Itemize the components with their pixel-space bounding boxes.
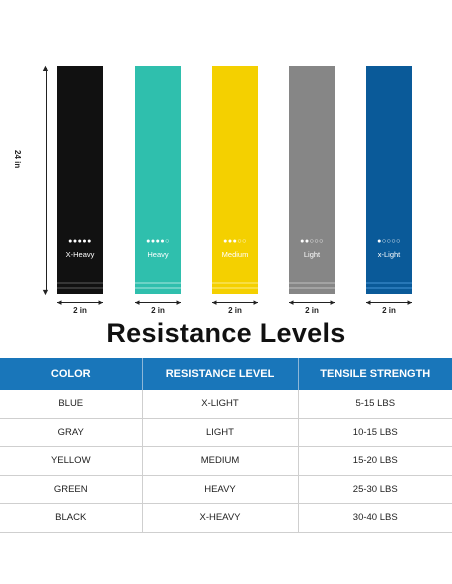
cell-resistance: X-LIGHT [142, 390, 299, 419]
band-light: ●●○○○ Light [289, 66, 335, 294]
band-label: Light [303, 250, 321, 259]
cell-color: YELLOW [0, 446, 143, 476]
band-heavy: ●●●●○ Heavy [135, 66, 181, 294]
cell-color: GREEN [0, 475, 143, 504]
resistance-dots: ●●○○○ [300, 238, 324, 245]
band-label: Medium [221, 250, 249, 259]
cell-tensile: 10-15 LBS [298, 418, 452, 447]
cell-resistance: X-HEAVY [142, 503, 299, 533]
band-label: X-Heavy [65, 250, 95, 259]
width-dimension: ◂ ▸ 2 in [366, 297, 412, 315]
cell-resistance: HEAVY [142, 475, 299, 504]
table-row: YELLOW MEDIUM 15-20 LBS [0, 446, 452, 476]
band-x-heavy: ●●●●● X-Heavy [57, 66, 103, 294]
arrow-right-icon: ▸ [253, 297, 258, 307]
column-header-tensile: TENSILE STRENGTH [298, 358, 452, 390]
band-illustration: ▲ ▼ 24 in ●●●●● X-Heavy ●●●●○ Heavy ●●●○… [13, 63, 412, 315]
table-header-row: COLOR RESISTANCE LEVEL TENSILE STRENGTH [0, 358, 452, 390]
resistance-table: COLOR RESISTANCE LEVEL TENSILE STRENGTH … [0, 358, 452, 533]
band-x-light: ●○○○○ x-Light [366, 66, 412, 294]
column-header-resistance: RESISTANCE LEVEL [142, 358, 299, 390]
resistance-dots: ●●●●○ [146, 238, 170, 245]
width-dimension: ◂ ▸ 2 in [135, 297, 181, 315]
resistance-dots: ●●●●● [68, 238, 92, 245]
cell-tensile: 30-40 LBS [298, 503, 452, 533]
cell-resistance: LIGHT [142, 418, 299, 447]
cell-tensile: 25-30 LBS [298, 475, 452, 504]
arrow-up-icon: ▲ [41, 63, 50, 73]
cell-tensile: 5-15 LBS [298, 390, 452, 419]
cell-color: BLUE [0, 390, 143, 419]
cell-color: GRAY [0, 418, 143, 447]
column-header-color: COLOR [0, 358, 143, 390]
dimension-line [46, 68, 47, 292]
width-label: 2 in [228, 306, 242, 315]
table-row: BLUE X-LIGHT 5-15 LBS [0, 390, 452, 419]
table-row: GRAY LIGHT 10-15 LBS [0, 418, 452, 447]
width-label: 2 in [305, 306, 319, 315]
width-label: 2 in [151, 306, 165, 315]
cell-tensile: 15-20 LBS [298, 446, 452, 476]
width-label: 2 in [73, 306, 87, 315]
length-label: 24 in [13, 150, 22, 169]
width-label: 2 in [382, 306, 396, 315]
band-label: Heavy [147, 250, 169, 259]
resistance-dots: ●●●○○ [223, 238, 247, 245]
page-title: Resistance Levels [106, 318, 346, 348]
table-row: BLACK X-HEAVY 30-40 LBS [0, 503, 452, 533]
width-dimension: ◂ ▸ 2 in [57, 297, 103, 315]
width-dimension: ◂ ▸ 2 in [212, 297, 258, 315]
arrow-right-icon: ▸ [98, 297, 103, 307]
band-medium: ●●●○○ Medium [212, 66, 258, 294]
band-label: x-Light [377, 250, 401, 259]
cell-color: BLACK [0, 503, 143, 533]
cell-resistance: MEDIUM [142, 446, 299, 476]
table-row: GREEN HEAVY 25-30 LBS [0, 475, 452, 504]
width-dimension: ◂ ▸ 2 in [289, 297, 335, 315]
arrow-right-icon: ▸ [176, 297, 181, 307]
arrow-right-icon: ▸ [407, 297, 412, 307]
arrow-down-icon: ▼ [41, 287, 50, 297]
length-dimension-arrow: ▲ ▼ [40, 63, 52, 297]
arrow-right-icon: ▸ [330, 297, 335, 307]
resistance-dots: ●○○○○ [377, 238, 401, 245]
